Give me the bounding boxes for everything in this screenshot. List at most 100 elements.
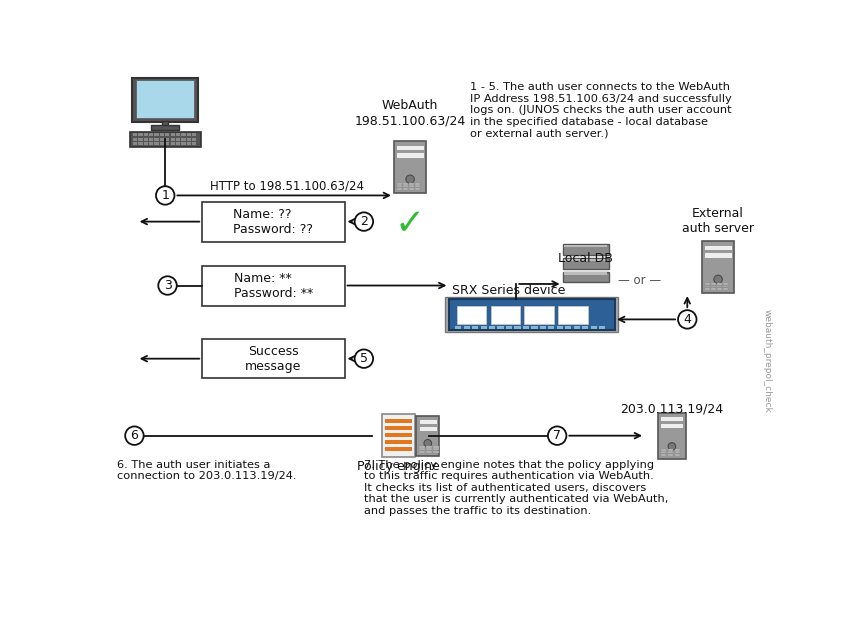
Text: HTTP to 198.51.100.63/24: HTTP to 198.51.100.63/24 (210, 179, 364, 193)
FancyBboxPatch shape (396, 145, 424, 150)
FancyBboxPatch shape (711, 283, 715, 285)
FancyBboxPatch shape (426, 451, 431, 453)
FancyBboxPatch shape (426, 448, 431, 450)
FancyBboxPatch shape (723, 283, 728, 285)
FancyBboxPatch shape (506, 326, 512, 328)
FancyBboxPatch shape (661, 454, 666, 456)
FancyBboxPatch shape (557, 326, 563, 328)
FancyBboxPatch shape (160, 133, 164, 136)
FancyBboxPatch shape (491, 306, 520, 324)
FancyBboxPatch shape (182, 133, 186, 136)
FancyBboxPatch shape (480, 326, 486, 328)
FancyBboxPatch shape (582, 326, 588, 328)
FancyBboxPatch shape (704, 245, 732, 250)
FancyBboxPatch shape (433, 451, 438, 453)
FancyBboxPatch shape (445, 297, 618, 332)
FancyBboxPatch shape (705, 285, 709, 287)
FancyBboxPatch shape (564, 273, 607, 275)
Circle shape (156, 186, 175, 205)
Circle shape (714, 275, 722, 283)
FancyBboxPatch shape (182, 138, 186, 141)
Text: 5: 5 (360, 352, 368, 365)
FancyBboxPatch shape (661, 449, 666, 451)
FancyBboxPatch shape (182, 142, 186, 145)
FancyBboxPatch shape (675, 449, 680, 451)
Text: 1: 1 (161, 189, 169, 202)
FancyBboxPatch shape (165, 142, 170, 145)
Circle shape (548, 427, 567, 445)
FancyBboxPatch shape (419, 451, 424, 453)
FancyBboxPatch shape (149, 138, 153, 141)
FancyBboxPatch shape (523, 326, 529, 328)
FancyBboxPatch shape (394, 141, 426, 193)
FancyBboxPatch shape (144, 133, 148, 136)
FancyBboxPatch shape (456, 306, 486, 324)
FancyBboxPatch shape (165, 138, 170, 141)
FancyBboxPatch shape (139, 142, 143, 145)
FancyBboxPatch shape (675, 454, 680, 456)
FancyBboxPatch shape (514, 326, 521, 328)
Text: 6: 6 (131, 429, 139, 442)
FancyBboxPatch shape (702, 241, 734, 293)
FancyBboxPatch shape (133, 138, 137, 141)
FancyBboxPatch shape (562, 244, 609, 255)
FancyBboxPatch shape (386, 440, 412, 444)
FancyBboxPatch shape (658, 413, 685, 459)
FancyBboxPatch shape (386, 433, 412, 437)
FancyBboxPatch shape (419, 446, 424, 448)
FancyBboxPatch shape (562, 258, 609, 269)
FancyBboxPatch shape (704, 252, 732, 258)
FancyBboxPatch shape (717, 285, 722, 287)
FancyBboxPatch shape (463, 326, 470, 328)
Text: Name: **
Password: **: Name: ** Password: ** (234, 271, 313, 299)
FancyBboxPatch shape (152, 126, 179, 130)
FancyBboxPatch shape (564, 259, 607, 261)
FancyBboxPatch shape (403, 185, 408, 187)
Circle shape (406, 175, 414, 183)
Circle shape (355, 212, 373, 231)
FancyBboxPatch shape (176, 133, 180, 136)
FancyBboxPatch shape (416, 183, 420, 184)
Circle shape (678, 310, 697, 328)
FancyBboxPatch shape (397, 188, 401, 190)
FancyBboxPatch shape (160, 142, 164, 145)
FancyBboxPatch shape (565, 326, 572, 328)
FancyBboxPatch shape (396, 152, 424, 158)
FancyBboxPatch shape (160, 138, 164, 141)
FancyBboxPatch shape (144, 142, 148, 145)
FancyBboxPatch shape (668, 451, 673, 453)
FancyBboxPatch shape (418, 425, 437, 431)
FancyBboxPatch shape (139, 133, 143, 136)
FancyBboxPatch shape (397, 185, 401, 187)
FancyBboxPatch shape (154, 142, 158, 145)
FancyBboxPatch shape (202, 339, 344, 378)
FancyBboxPatch shape (382, 415, 415, 457)
FancyBboxPatch shape (154, 138, 158, 141)
FancyBboxPatch shape (723, 288, 728, 290)
FancyBboxPatch shape (176, 138, 180, 141)
FancyBboxPatch shape (416, 188, 420, 190)
Text: 7. The policy engine notes that the policy applying
to this traffic requires aut: 7. The policy engine notes that the poli… (364, 460, 668, 516)
FancyBboxPatch shape (187, 133, 191, 136)
FancyBboxPatch shape (660, 423, 684, 428)
FancyBboxPatch shape (403, 188, 408, 190)
Text: External
auth server: External auth server (682, 207, 754, 235)
FancyBboxPatch shape (660, 416, 684, 421)
Text: 7: 7 (553, 429, 561, 442)
FancyBboxPatch shape (498, 326, 504, 328)
FancyBboxPatch shape (130, 131, 201, 147)
FancyBboxPatch shape (165, 133, 170, 136)
FancyBboxPatch shape (149, 133, 153, 136)
Text: Success
message: Success message (245, 345, 301, 373)
FancyBboxPatch shape (540, 326, 546, 328)
Circle shape (424, 439, 431, 447)
FancyBboxPatch shape (202, 202, 344, 242)
FancyBboxPatch shape (717, 283, 722, 285)
FancyBboxPatch shape (599, 326, 605, 328)
FancyBboxPatch shape (170, 133, 175, 136)
FancyBboxPatch shape (170, 138, 175, 141)
FancyBboxPatch shape (409, 183, 414, 184)
FancyBboxPatch shape (548, 326, 554, 328)
FancyBboxPatch shape (416, 185, 420, 187)
Circle shape (158, 276, 177, 295)
